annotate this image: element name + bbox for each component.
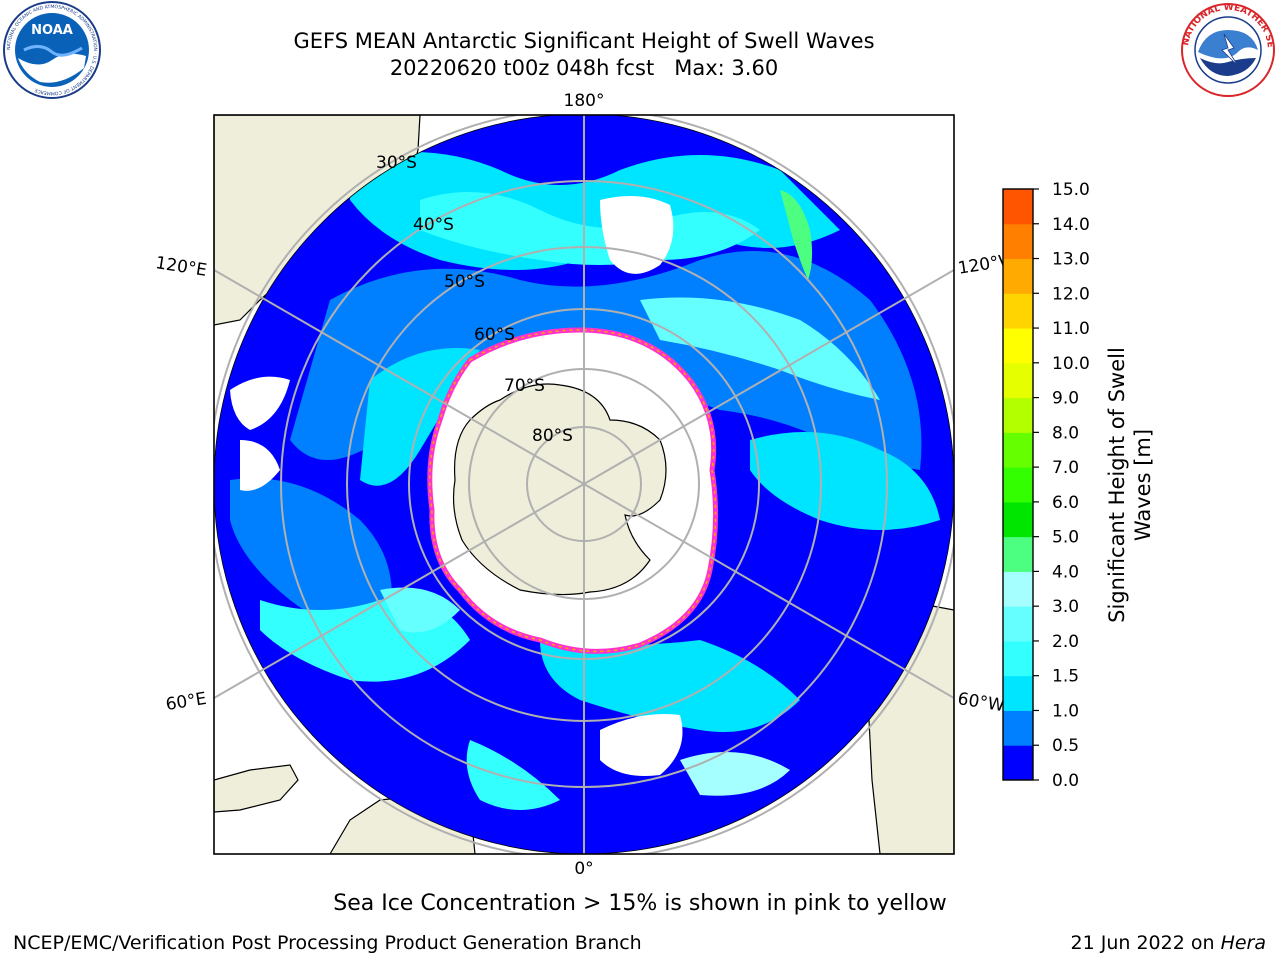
date-text: 21 Jun 2022 on	[1070, 932, 1221, 954]
map-area	[214, 115, 954, 854]
max-value: Max: 3.60	[674, 56, 779, 80]
colorbar-tick-label: 10.0	[1052, 354, 1090, 374]
meridian-label-60w: 60°W	[956, 689, 1006, 716]
colorbar-tick-label: 4.0	[1052, 562, 1079, 582]
colorbar-swatch	[1003, 432, 1033, 468]
colorbar: 0.0 0.5 1.0 1.5 2.0 3.0 4.0 5.0 6.0 7.0 8.0 9.0 10.0…	[1002, 180, 1090, 791]
colorbar-tick-label: 1.0	[1052, 701, 1079, 721]
colorbar-tick-label: 1.5	[1052, 667, 1079, 687]
colorbar-tick-label: 11.0	[1052, 319, 1090, 339]
latitude-label-60s: 60°S	[474, 325, 515, 345]
colorbar-label-line1: Significant Height of Swell	[1105, 347, 1129, 623]
colorbar-swatch	[1003, 293, 1033, 329]
sea-ice-note: Sea Ice Concentration > 15% is shown in …	[333, 891, 947, 916]
colorbar-swatch	[1003, 397, 1033, 433]
colorbar-swatch	[1003, 745, 1033, 781]
latitude-label-70s: 70°S	[504, 376, 545, 396]
colorbar-tick-label: 8.0	[1052, 423, 1079, 443]
colorbar-tick-label: 7.0	[1052, 458, 1079, 478]
colorbar-tick-label: 2.0	[1052, 632, 1079, 652]
colorbar-swatch	[1003, 675, 1033, 711]
colorbar-swatch	[1003, 189, 1033, 225]
map-frame	[213, 114, 955, 855]
colorbar-swatch	[1003, 328, 1033, 364]
colorbar-swatch	[1003, 362, 1033, 399]
nws-logo: NATIONAL WEATHER SERVICE	[1176, 0, 1275, 97]
antarctica-land	[452, 383, 667, 596]
meridian-label-60e: 60°E	[164, 689, 208, 715]
colorbar-swatch	[1003, 606, 1033, 642]
colorbar-tick-label: 15.0	[1052, 180, 1090, 200]
colorbar-tick-label: 5.0	[1052, 528, 1079, 548]
colorbar-swatch	[1003, 223, 1033, 260]
credit-line: NCEP/EMC/Verification Post Processing Pr…	[13, 932, 642, 954]
meridian-label-180: 180°	[564, 91, 605, 111]
latitude-label-80s: 80°S	[532, 426, 573, 446]
latitude-label-50s: 50°S	[444, 272, 485, 292]
chart-title: GEFS MEAN Antarctic Significant Height o…	[293, 29, 875, 53]
noaa-logo: NOAA NATIONAL OCEANIC AND ATMOSPHERIC AD…	[3, 1, 101, 99]
colorbar-swatch	[1003, 710, 1033, 746]
date-line: 21 Jun 2022 on Hera	[1071, 932, 1266, 954]
colorbar-tick-label: 13.0	[1052, 250, 1090, 270]
colorbar-swatch	[1003, 467, 1033, 503]
chart-subtitle: 20220620 t00z 048h fcst Max: 3.60	[184, 55, 984, 81]
meridian-label-0: 0°	[574, 859, 593, 879]
noaa-logo-text: NOAA	[31, 23, 73, 38]
latitude-label-30s: 30°S	[376, 153, 417, 173]
colorbar-swatch	[1003, 640, 1033, 677]
colorbar-tick-label: 6.0	[1052, 493, 1079, 513]
colorbar-tick-label: 12.0	[1052, 284, 1090, 304]
colorbar-tick-label: 9.0	[1052, 389, 1079, 409]
colorbar-label-line2: Waves [m]	[1131, 429, 1155, 541]
meridian-label-120e: 120°E	[154, 253, 208, 281]
colorbar-swatch	[1003, 258, 1033, 294]
colorbar-swatch	[1003, 536, 1033, 572]
latitude-label-40s: 40°S	[413, 215, 454, 235]
colorbar-tick-label: 0.0	[1052, 771, 1079, 791]
colorbar-swatch	[1003, 571, 1033, 607]
colorbar-tick-label: 14.0	[1052, 215, 1090, 235]
colorbar-tick-label: 3.0	[1052, 597, 1079, 617]
colorbar-swatch	[1003, 501, 1033, 538]
machine-name: Hera	[1220, 932, 1266, 954]
colorbar-frame	[1002, 188, 1034, 781]
colorbar-tick-label: 0.5	[1052, 736, 1079, 756]
graticule	[214, 115, 954, 854]
forecast-cycle: 20220620 t00z 048h fcst	[389, 56, 655, 80]
